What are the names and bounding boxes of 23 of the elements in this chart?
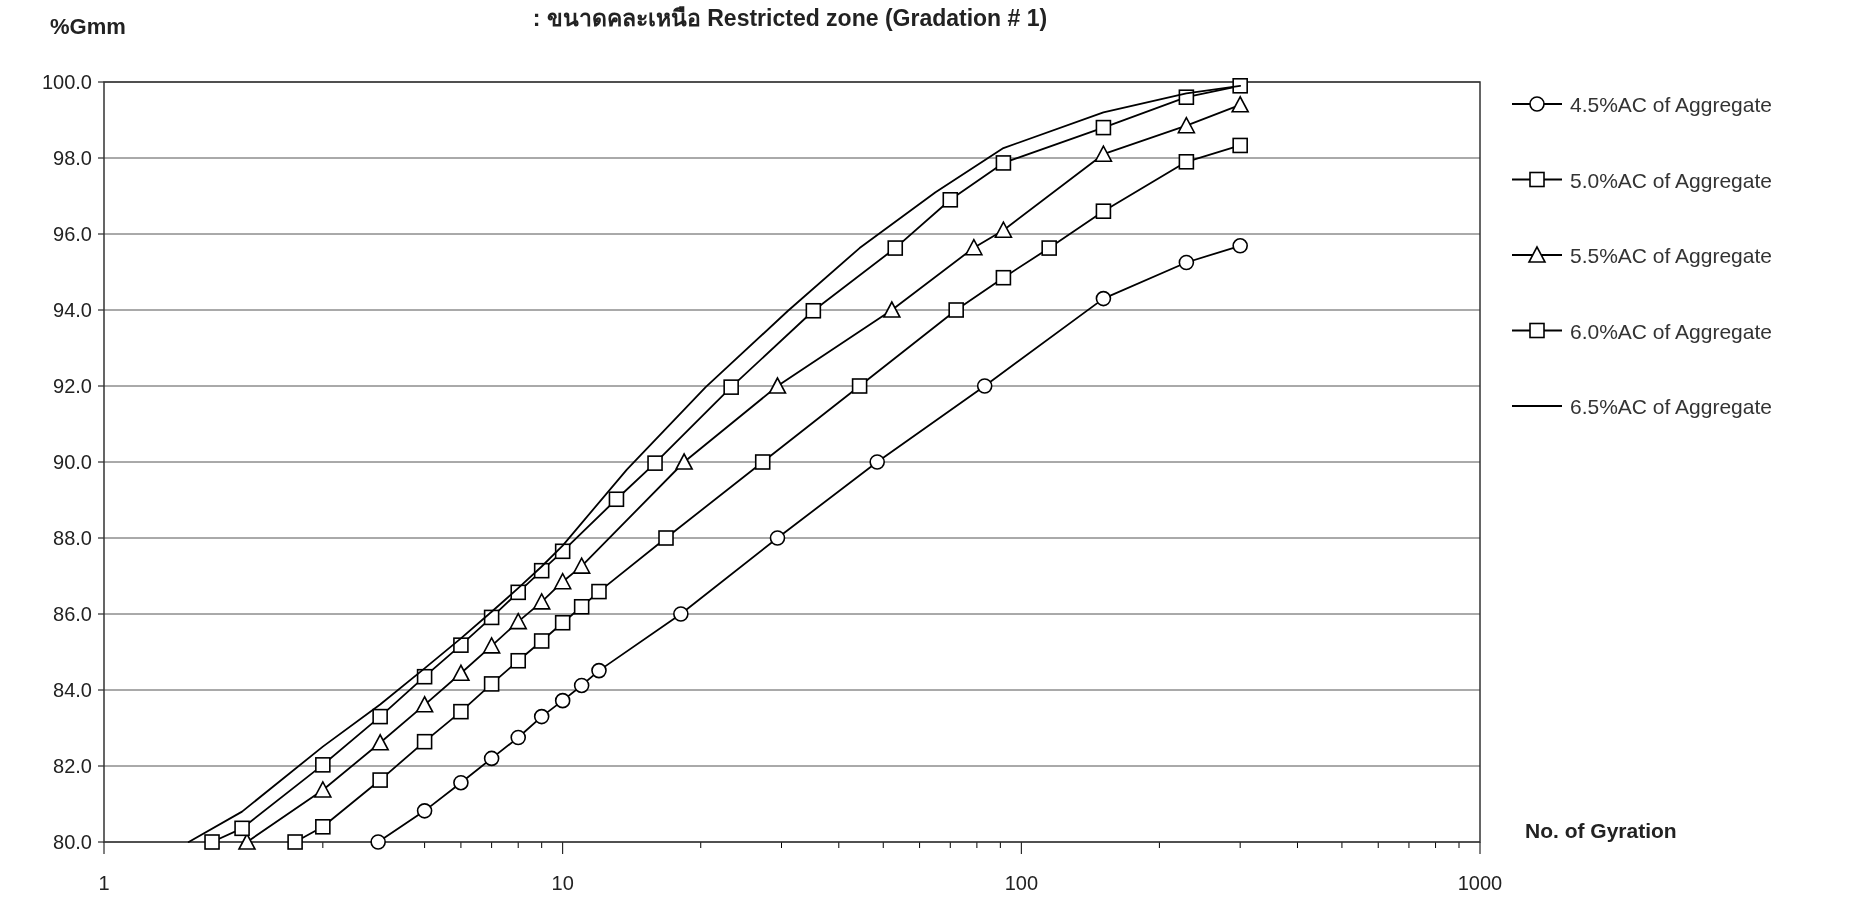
y-tick-label: 88.0 — [53, 527, 92, 549]
y-tick-label: 84.0 — [53, 679, 92, 701]
y-tick-label: 80.0 — [53, 831, 92, 853]
x-tick-label: 10 — [551, 872, 574, 894]
y-tick-label: 94.0 — [53, 299, 92, 321]
y-tick-label: 92.0 — [53, 375, 92, 397]
legend-label: 4.5%AC of Aggregate — [1570, 93, 1772, 116]
legend-label: 5.5%AC of Aggregate — [1570, 244, 1772, 267]
y-tick-label: 90.0 — [53, 451, 92, 473]
y-tick-label: 96.0 — [53, 223, 92, 245]
legend-label: 6.5%AC of Aggregate — [1570, 395, 1772, 418]
x-tick-label: 100 — [1004, 872, 1039, 894]
legend-label: 5.0%AC of Aggregate — [1570, 168, 1772, 192]
y-axis-title: %Gmm — [50, 14, 126, 39]
y-tick-label: 82.0 — [53, 755, 92, 777]
y-tick-label: 100.0 — [41, 71, 92, 93]
y-tick-label: 98.0 — [53, 147, 92, 169]
y-tick-label: 86.0 — [53, 603, 92, 625]
legend-label: 6.0%AC of Aggregate — [1570, 319, 1772, 343]
x-tick-label: 1 — [98, 872, 110, 894]
x-tick-label: 1000 — [1457, 872, 1503, 894]
x-axis-title: No. of Gyration — [1525, 819, 1677, 842]
chart-title: : ขนาดคละเหนือ Restricted zone (Gradation # 1) — [532, 5, 1048, 31]
